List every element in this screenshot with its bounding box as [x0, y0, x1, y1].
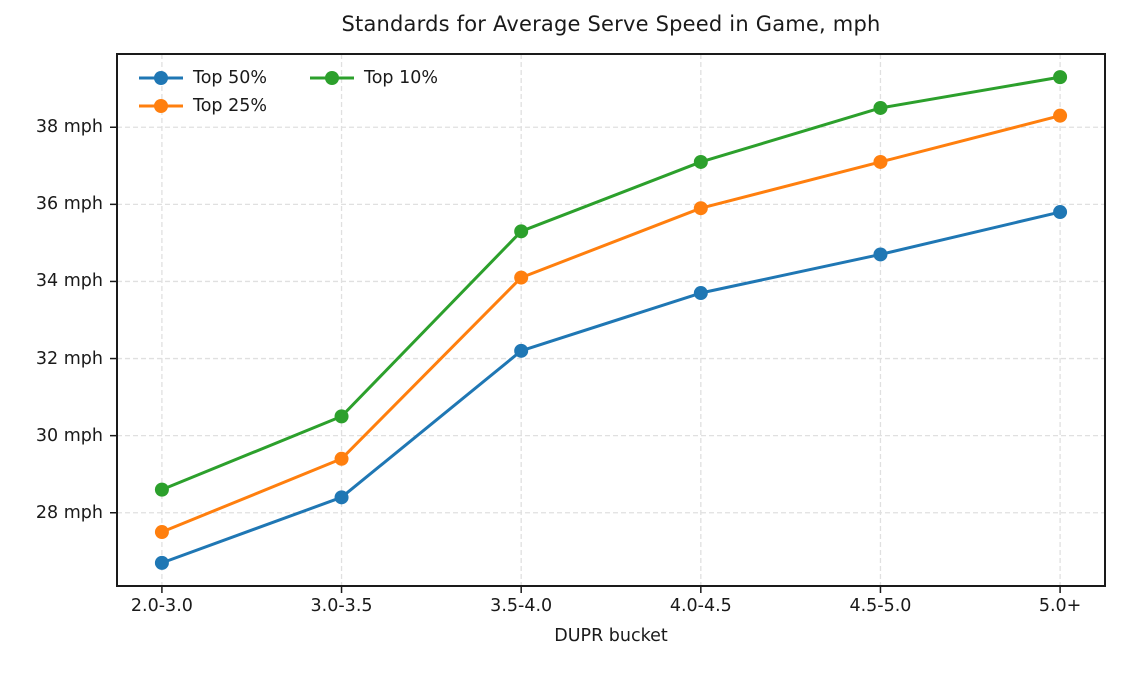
- data-point: [693, 201, 708, 216]
- x-tick-label: 3.5-4.0: [490, 596, 553, 616]
- data-point: [1053, 70, 1068, 85]
- x-tick-label: 3.0-3.5: [310, 596, 373, 616]
- series-line: [160, 114, 1062, 534]
- data-point: [334, 451, 349, 466]
- series-line: [160, 210, 1062, 565]
- legend-label: Top 50%: [193, 68, 267, 88]
- data-point: [334, 490, 349, 505]
- y-tick-label: 34 mph: [35, 271, 103, 292]
- data-point: [514, 270, 529, 285]
- data-point: [873, 100, 888, 115]
- axes-spines: [116, 53, 1106, 587]
- data-point: [1053, 108, 1068, 123]
- legend: Top 50% Top 25% Top 10%: [138, 64, 438, 120]
- data-point: [154, 482, 169, 497]
- y-tick-label: 38 mph: [35, 117, 103, 138]
- data-point: [334, 409, 349, 424]
- x-tick-label: 4.5-5.0: [849, 596, 912, 616]
- data-point: [514, 224, 529, 239]
- x-axis-title: DUPR bucket: [554, 626, 668, 646]
- data-point: [154, 555, 169, 570]
- legend-label: Top 25%: [193, 96, 267, 116]
- legend-label: Top 10%: [364, 68, 438, 88]
- data-point: [154, 525, 169, 540]
- chart-title: Standards for Average Serve Speed in Gam…: [341, 12, 881, 36]
- legend-marker-icon: [310, 71, 354, 85]
- legend-marker-icon: [139, 99, 183, 113]
- data-point: [873, 154, 888, 169]
- data-point: [693, 286, 708, 301]
- x-tick-label: 5.0+: [1038, 596, 1082, 616]
- x-tick-label: 2.0-3.0: [130, 596, 193, 616]
- data-point: [873, 247, 888, 262]
- data-point: [693, 154, 708, 169]
- legend-item: Top 50%: [138, 64, 267, 92]
- series-line: [160, 75, 1062, 492]
- data-point: [1053, 205, 1068, 220]
- legend-item: Top 25%: [138, 92, 267, 120]
- legend-marker-icon: [139, 71, 183, 85]
- y-tick-label: 36 mph: [35, 194, 103, 215]
- x-tick-label: 4.0-4.5: [669, 596, 732, 616]
- y-tick-label: 30 mph: [35, 425, 103, 446]
- y-tick-label: 32 mph: [35, 348, 103, 369]
- legend-item: Top 10%: [309, 64, 438, 92]
- data-point: [514, 343, 529, 358]
- y-tick-label: 28 mph: [35, 502, 103, 523]
